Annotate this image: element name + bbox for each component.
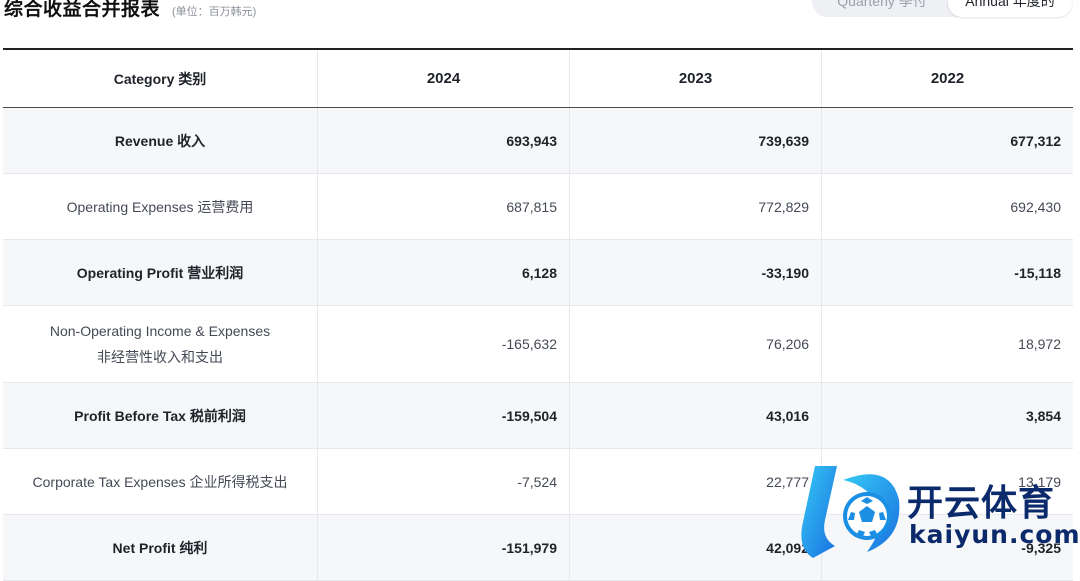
cell-2022: -15,118 (1014, 264, 1061, 281)
cell-2022: 3,854 (1025, 407, 1061, 424)
row-label: Corporate Tax Expenses 企业所得税支出 (3, 449, 318, 514)
column-header-2022: 2022 (930, 70, 965, 87)
cell-2024: -151,979 (318, 515, 570, 580)
watermark-domain-text: kaiyun.com (909, 520, 1080, 549)
cell-2022: 692,430 (1010, 198, 1061, 215)
cell-2023: 22,777 (570, 449, 822, 514)
row-label: Operating Expenses 运营费用 (3, 174, 318, 239)
income-statement-table: Category 类别 2024 2023 2022 Revenue 收入 69… (3, 48, 1073, 581)
unit-note: (单位：百万韩元) (172, 6, 257, 18)
cell-2023: 772,829 (570, 174, 822, 239)
column-header-2023: 2023 (570, 50, 822, 107)
table-row-operating-expenses: Operating Expenses 运营费用 687,815 772,829 … (3, 174, 1073, 240)
column-header-2024: 2024 (318, 50, 570, 107)
table-row-profit-before-tax: Profit Before Tax 税前利润 -159,504 43,016 3… (3, 383, 1073, 449)
period-toggle: Quarterly 季付 Annual 年度的 (812, 0, 1072, 17)
cell-2022: 677,312 (1010, 132, 1061, 149)
cell-2023: 739,639 (570, 108, 822, 173)
cell-2024: -7,524 (318, 449, 570, 514)
column-header-category: Category 类别 (3, 50, 318, 107)
cell-2023: 43,016 (570, 383, 822, 448)
kaiyun-soccer-logo-icon (801, 466, 900, 558)
cell-2024: 687,815 (318, 174, 570, 239)
annual-toggle-option[interactable]: Annual 年度的 (948, 0, 1072, 17)
cell-2022: 13,179 (1018, 473, 1061, 490)
table-row-operating-profit: Operating Profit 营业利润 6,128 -33,190 -15,… (3, 240, 1073, 306)
watermark-brand-text: 开云体育 (907, 483, 1056, 524)
row-label-line2: 非经营性收入和支出 (96, 349, 223, 365)
table-row-corporate-tax: Corporate Tax Expenses 企业所得税支出 -7,524 22… (3, 449, 1073, 515)
quarterly-toggle-option[interactable]: Quarterly 季付 (837, 0, 927, 9)
row-label: Revenue 收入 (3, 108, 318, 173)
row-label-line1: Non-Operating Income & Expenses (49, 323, 271, 339)
cell-2024: -159,504 (318, 383, 570, 448)
cell-2023: 42,092 (570, 515, 822, 580)
page-title: 综合收益合并报表 (4, 0, 161, 20)
kaiyun-watermark: 开云体育 kaiyun.com (795, 460, 1080, 564)
cell-2024: -165,632 (318, 306, 570, 382)
row-label: Profit Before Tax 税前利润 (3, 383, 318, 448)
cell-2024: 6,128 (318, 240, 570, 305)
cell-2022: -9,325 (1021, 539, 1061, 556)
row-label: Operating Profit 营业利润 (3, 240, 318, 305)
page-header: 综合收益合并报表 (单位：百万韩元) Quarterly 季付 Annual 年… (0, 0, 1080, 28)
row-label: Non-Operating Income & Expenses 非经营性收入和支… (3, 306, 318, 382)
cell-2023: -33,190 (570, 240, 822, 305)
row-label: Net Profit 纯利 (3, 515, 318, 580)
cell-2023: 76,206 (570, 306, 822, 382)
cell-2022: 18,972 (1018, 336, 1061, 352)
table-header-row: Category 类别 2024 2023 2022 (3, 50, 1073, 108)
table-row-revenue: Revenue 收入 693,943 739,639 677,312 (3, 108, 1073, 174)
cell-2024: 693,943 (318, 108, 570, 173)
table-row-non-operating: Non-Operating Income & Expenses 非经营性收入和支… (3, 306, 1073, 383)
